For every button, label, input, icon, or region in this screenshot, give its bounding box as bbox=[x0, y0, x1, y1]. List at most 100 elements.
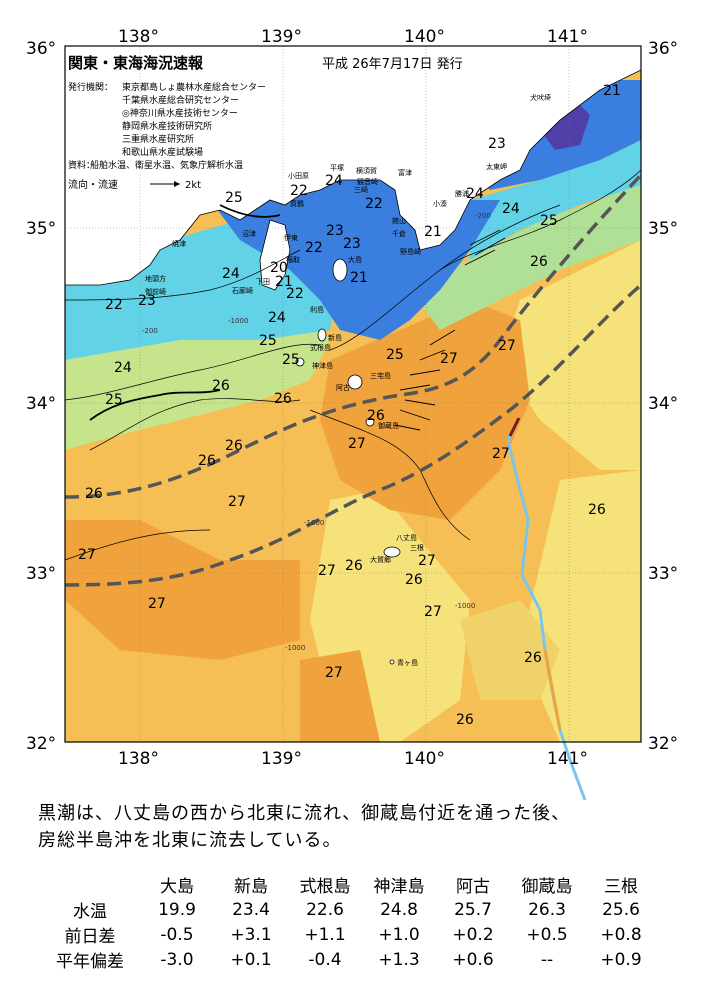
cell: -3.0 bbox=[160, 949, 194, 970]
ship-track bbox=[506, 417, 587, 800]
oshima-island bbox=[332, 258, 348, 282]
sst-orange-south bbox=[300, 650, 380, 742]
iso-20-ne: 20 bbox=[536, 98, 554, 114]
iso-27-b: 27 bbox=[498, 338, 516, 354]
cell: +3.1 bbox=[230, 924, 272, 945]
cell: +0.6 bbox=[452, 949, 494, 970]
cell: +1.1 bbox=[304, 924, 346, 945]
place-kominato: 小湊 bbox=[433, 199, 447, 208]
aogashima-island bbox=[389, 659, 395, 665]
row-water-temp: 水温 19.9 23.4 22.6 24.8 25.7 26.3 25.6 bbox=[40, 897, 658, 923]
cell: 25.7 bbox=[454, 899, 492, 920]
kozushima-island bbox=[295, 357, 305, 367]
place-irozaki: 石廊崎 bbox=[232, 286, 253, 295]
iso-24-boso: 24 bbox=[466, 186, 484, 202]
lat-lon-grid bbox=[65, 46, 641, 742]
place-futtsu: 富津 bbox=[398, 168, 412, 177]
iso-25-miyake: 25 bbox=[386, 347, 404, 363]
cell: 26.3 bbox=[528, 899, 566, 920]
place-taitomisaki: 太東岬 bbox=[486, 162, 507, 171]
iso-26-east: 26 bbox=[530, 254, 548, 270]
iso-27-track: 27 bbox=[492, 446, 510, 462]
iso-26-mid: 26 bbox=[274, 391, 292, 407]
station-ako: 阿古 bbox=[456, 877, 490, 897]
iso-23-ne: 23 bbox=[488, 136, 506, 152]
place-hiratsuka: 平塚 bbox=[330, 163, 344, 172]
izu-peninsula bbox=[259, 219, 291, 291]
iso-19-ne: 19 bbox=[536, 110, 554, 126]
station-oshima: 大島 bbox=[160, 877, 194, 897]
row-label: 平年偏差 bbox=[56, 952, 124, 972]
ship-track-start bbox=[508, 417, 521, 437]
issuer-4: 三重県水産研究所 bbox=[122, 133, 194, 145]
sst-cyan-east bbox=[470, 140, 641, 260]
sst-orange-core bbox=[320, 300, 530, 520]
issuer-0: 東京都島しょ農林水産総合センター bbox=[122, 81, 266, 93]
axis-labels: 138° 139° 140° 141° 138° 139° 140° 141° … bbox=[26, 27, 678, 769]
place-katsuura: 勝浦 bbox=[455, 189, 469, 198]
issuers-label: 発行機関： bbox=[68, 81, 113, 93]
place-manazuru: 真鶴 bbox=[290, 199, 304, 208]
lat-left-35: 35° bbox=[26, 219, 56, 239]
lon-top-139: 139° bbox=[261, 27, 302, 47]
place-shimoda: 下田 bbox=[256, 278, 270, 286]
cell: +0.2 bbox=[452, 924, 494, 945]
iso-26-e: 26 bbox=[198, 453, 216, 469]
honshu-coast bbox=[64, 45, 642, 286]
kuroshio-axis-north bbox=[64, 173, 643, 499]
iso-25-niijima: 25 bbox=[259, 333, 277, 349]
current-legend-label: 流向・流速 bbox=[68, 178, 118, 191]
map-title: 関東・東海海況速報 bbox=[68, 54, 204, 72]
iso-27-g: 27 bbox=[418, 553, 436, 569]
lat-left-34: 34° bbox=[26, 394, 56, 414]
place-kozushima: 神津島 bbox=[312, 361, 333, 370]
row-label: 前日差 bbox=[64, 927, 116, 947]
mikurajima-island bbox=[365, 417, 375, 427]
place-aogashima: 青ヶ島 bbox=[397, 658, 418, 667]
issue-date: 平成 26年7月17日 発行 bbox=[322, 57, 463, 72]
iso-27-a: 27 bbox=[440, 351, 458, 367]
iso-26-d: 26 bbox=[225, 438, 243, 454]
sst-yellow-patch bbox=[460, 600, 560, 700]
cell: +1.0 bbox=[378, 924, 420, 945]
iso-23-west: 23 bbox=[138, 293, 156, 309]
lon-bottom-140: 140° bbox=[404, 749, 445, 769]
depth-200-east: -200 bbox=[475, 212, 491, 220]
iso-21-boso: 21 bbox=[424, 224, 442, 240]
iso-26-mikura: 26 bbox=[367, 408, 385, 424]
current-legend-speed: 2kt bbox=[185, 180, 201, 191]
issuer-1: 千葉県水産総合研究センター bbox=[122, 94, 239, 106]
place-nojimazaki: 野島崎 bbox=[400, 247, 421, 256]
issuer-2: ◎神奈川県水産技術センター bbox=[122, 107, 238, 119]
place-hachijojima: 八丈島 bbox=[396, 533, 417, 542]
iso-27-c: 27 bbox=[348, 436, 366, 452]
place-omaezaki: 御前崎 bbox=[145, 287, 166, 296]
header-blank bbox=[40, 872, 140, 897]
place-shikinejima: 式根島 bbox=[310, 343, 331, 352]
iso-26-w: 26 bbox=[212, 378, 230, 394]
cell: -0.4 bbox=[308, 949, 342, 970]
cell: +0.9 bbox=[600, 949, 642, 970]
iso-22-izu-s: 22 bbox=[286, 286, 304, 302]
place-chikura: 千倉 bbox=[392, 229, 406, 238]
place-ako: 阿古 bbox=[336, 383, 350, 392]
iso-25-west: 25 bbox=[225, 190, 243, 206]
iso-26-i: 26 bbox=[405, 572, 423, 588]
depth-labels: -200 -200 -1000 -1000 -1000 -1000 bbox=[142, 212, 491, 652]
station-mikurajima: 御蔵島 bbox=[521, 877, 573, 897]
isotherm-25-bold bbox=[89, 389, 221, 421]
place-mitsune: 三根 bbox=[410, 543, 424, 552]
sources-text: 船舶水温、衛星水温、気象庁解析水温 bbox=[90, 159, 243, 171]
iso-27-j: 27 bbox=[325, 665, 343, 681]
iso-27-d: 27 bbox=[228, 494, 246, 510]
sst-green-east bbox=[410, 180, 641, 330]
place-odawara: 小田原 bbox=[288, 171, 309, 180]
place-miyakejima: 三宅島 bbox=[370, 371, 391, 380]
cell: -- bbox=[540, 949, 554, 970]
depth-1000-southeast: -1000 bbox=[455, 602, 475, 610]
isotherm-values: 20 19 21 23 24 24 25 26 21 24 22 22 23 2… bbox=[78, 83, 621, 728]
lat-right-35: 35° bbox=[648, 219, 678, 239]
kuroshio-axis-south bbox=[64, 283, 643, 587]
iso-27-h: 27 bbox=[148, 596, 166, 612]
lon-bottom-138: 138° bbox=[118, 749, 159, 769]
